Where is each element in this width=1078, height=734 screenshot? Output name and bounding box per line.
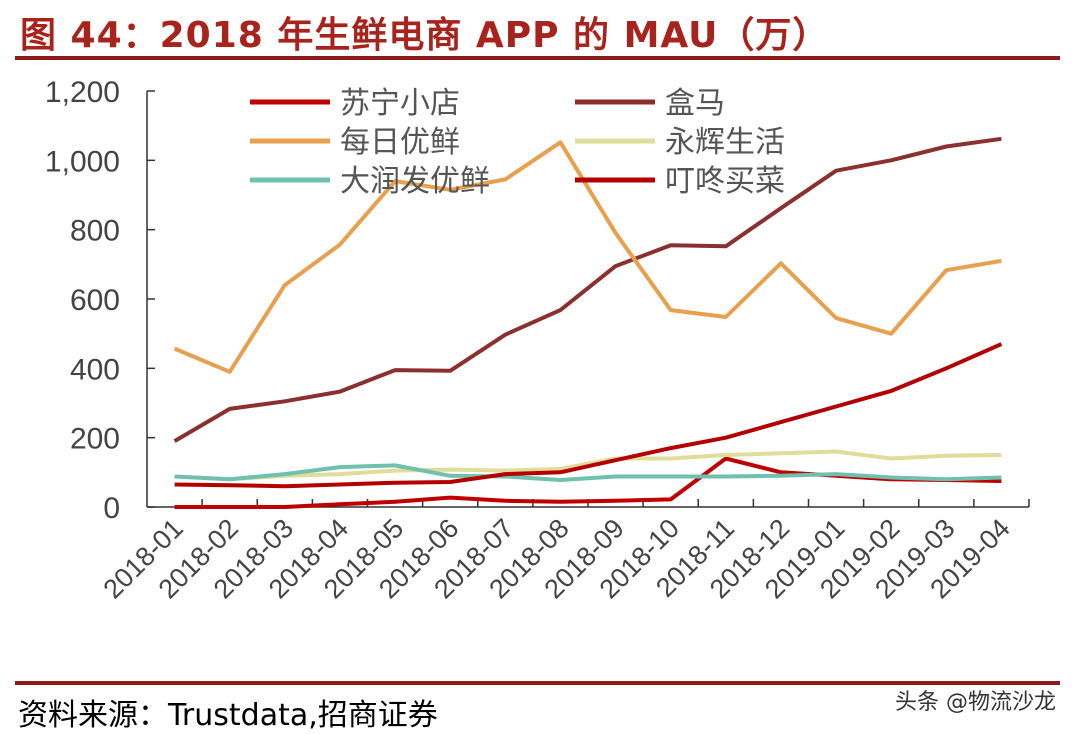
legend-label: 大润发优鲜 (340, 165, 490, 198)
y-tick-label: 1,200 (45, 76, 120, 109)
y-tick-label: 600 (70, 284, 120, 317)
legend-label: 叮咚买菜 (665, 165, 785, 198)
y-tick-label: 400 (70, 353, 120, 386)
legend-label: 永辉生活 (665, 126, 785, 159)
y-tick-label: 800 (70, 215, 120, 248)
legend-label: 苏宁小店 (340, 87, 460, 120)
y-tick-label: 1,000 (45, 145, 120, 178)
y-tick-label: 0 (103, 492, 120, 525)
series-line-5 (175, 344, 1002, 486)
legend-label: 每日优鲜 (340, 126, 460, 159)
legend-label: 盒马 (665, 87, 725, 120)
y-tick-label: 200 (70, 423, 120, 456)
series-line-2 (175, 142, 1002, 371)
